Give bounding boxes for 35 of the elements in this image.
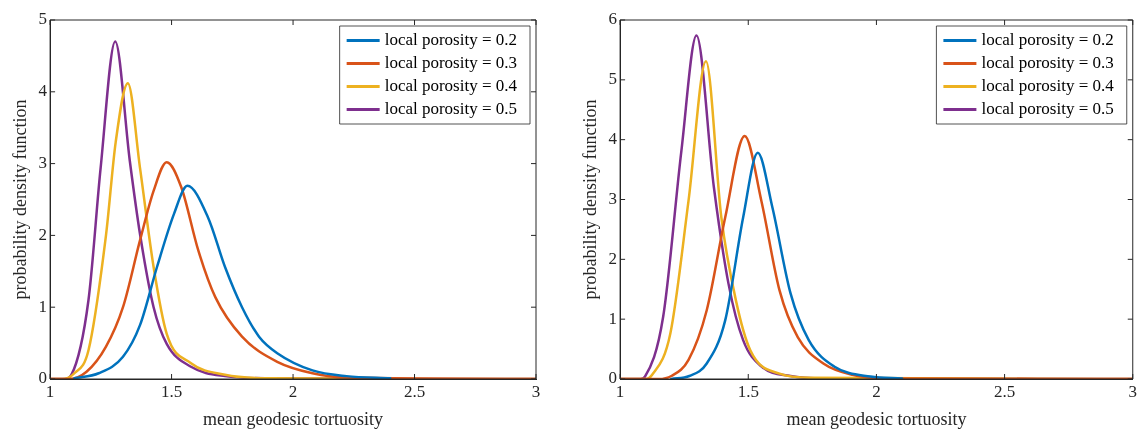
y-tick-label: 3: [38, 153, 48, 173]
line-series: [73, 184, 392, 379]
legend-label: local porosity = 0.2: [981, 29, 1114, 49]
legend-label: local porosity = 0.3: [384, 52, 518, 72]
x-tick-label: 3: [1128, 381, 1137, 401]
x-tick-label: 1.5: [160, 381, 183, 401]
y-tick-label: 0: [608, 368, 618, 388]
line-series: [670, 151, 904, 379]
x-axis-title: mean geodesic tortuosity: [203, 408, 384, 429]
x-tick-label: 2: [872, 381, 881, 401]
legend-label: local porosity = 0.2: [384, 29, 518, 49]
y-tick-label: 1: [608, 308, 618, 328]
y-tick-label: 5: [38, 9, 48, 29]
y-tick-label: 1: [38, 296, 48, 316]
legend-label: local porosity = 0.5: [384, 98, 518, 118]
x-tick-label: 2.5: [993, 381, 1016, 401]
y-tick-label: 4: [608, 129, 618, 149]
y-tick-label: 6: [608, 9, 618, 29]
y-axis-title: probability density function: [579, 99, 600, 300]
y-tick-label: 3: [608, 188, 618, 208]
y-tick-label: 2: [608, 248, 618, 268]
x-tick-label: 3: [531, 381, 541, 401]
legend-label: local porosity = 0.4: [384, 75, 518, 95]
x-tick-label: 2: [288, 381, 298, 401]
y-axis-title: probability density function: [9, 99, 30, 300]
y-tick-label: 0: [38, 368, 48, 388]
y-tick-label: 4: [38, 81, 48, 101]
y-tick-label: 5: [608, 69, 618, 89]
x-tick-label: 2.5: [403, 381, 426, 401]
x-tick-label: 1.5: [737, 381, 759, 401]
x-axis-title: mean geodesic tortuosity: [786, 408, 967, 429]
legend-label: local porosity = 0.5: [981, 98, 1114, 118]
y-tick-label: 2: [38, 224, 48, 244]
legend-label: local porosity = 0.3: [981, 52, 1114, 72]
legend-label: local porosity = 0.4: [981, 75, 1115, 95]
